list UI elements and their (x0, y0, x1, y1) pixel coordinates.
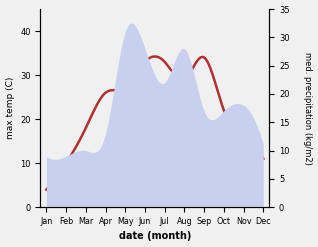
Y-axis label: max temp (C): max temp (C) (5, 77, 15, 139)
Y-axis label: med. precipitation (kg/m2): med. precipitation (kg/m2) (303, 52, 313, 165)
X-axis label: date (month): date (month) (119, 231, 191, 242)
